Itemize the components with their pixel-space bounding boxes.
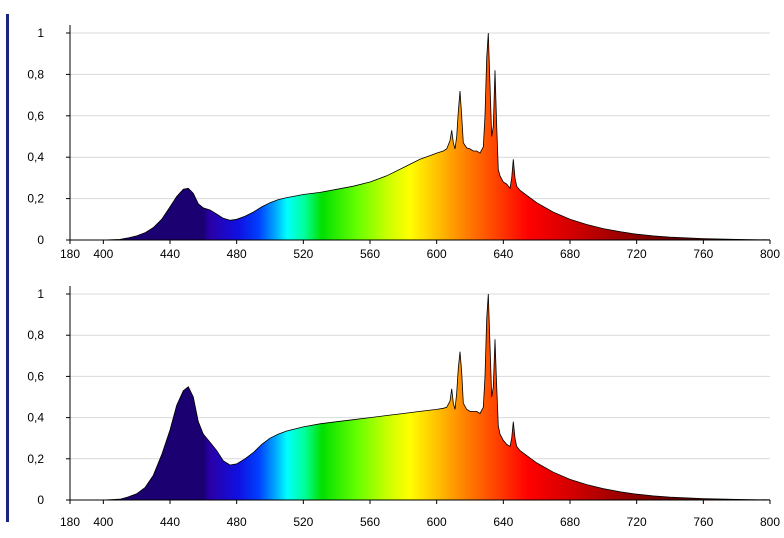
y-tick-label: 0 xyxy=(37,493,44,507)
x-tick-label: 600 xyxy=(427,515,447,529)
y-tick-label: 0,4 xyxy=(27,150,44,164)
spectrum-chart-top: 0 0,2 0,4 0,6 0,8 1 180 400 440 480 520 560 600 640 68… xyxy=(27,25,780,261)
y-tick-label: 0,4 xyxy=(27,411,44,425)
x-tick-label: 440 xyxy=(160,247,180,261)
x-tick-label: 720 xyxy=(627,247,647,261)
x-tick-label: 520 xyxy=(293,515,313,529)
spectrum-area xyxy=(70,294,770,500)
x-tick-label: 440 xyxy=(160,515,180,529)
y-tick-label: 0,2 xyxy=(27,452,44,466)
y-tick-label: 0,8 xyxy=(27,328,44,342)
y-tick-label: 0,8 xyxy=(27,67,44,81)
spectrum-area xyxy=(70,33,770,240)
x-tick-label: 760 xyxy=(693,515,713,529)
y-tick-label: 1 xyxy=(37,26,44,40)
x-tick-label: 180 xyxy=(60,515,80,529)
y-tick-label: 0 xyxy=(37,233,44,247)
spectrum-outline xyxy=(70,293,771,501)
x-tick-label: 480 xyxy=(227,247,247,261)
x-tick-label: 400 xyxy=(93,515,113,529)
x-tick-label: 180 xyxy=(60,247,80,261)
x-tick-label: 560 xyxy=(360,515,380,529)
x-tick-label: 640 xyxy=(493,515,513,529)
x-tick-label: 520 xyxy=(293,247,313,261)
x-tick-label: 560 xyxy=(360,247,380,261)
x-tick-label: 800 xyxy=(760,515,780,529)
left-accent-bar xyxy=(6,14,9,522)
y-tick-label: 0,6 xyxy=(27,109,44,123)
x-tick-label: 680 xyxy=(560,515,580,529)
y-tick-label: 0,6 xyxy=(27,369,44,383)
x-tick-label: 760 xyxy=(693,247,713,261)
spectrum-outline xyxy=(70,32,771,241)
y-tick-label: 0,2 xyxy=(27,192,44,206)
x-tick-label: 400 xyxy=(93,247,113,261)
x-tick-label: 800 xyxy=(760,247,780,261)
x-tick-label: 680 xyxy=(560,247,580,261)
x-tick-label: 600 xyxy=(427,247,447,261)
x-tick-label: 640 xyxy=(493,247,513,261)
x-tick-label: 720 xyxy=(627,515,647,529)
spectrum-chart-bottom: 0 0,2 0,4 0,6 0,8 1 180 400 440 480 520 560 600 640 68… xyxy=(27,286,780,529)
y-tick-label: 1 xyxy=(37,287,44,301)
x-tick-label: 480 xyxy=(227,515,247,529)
